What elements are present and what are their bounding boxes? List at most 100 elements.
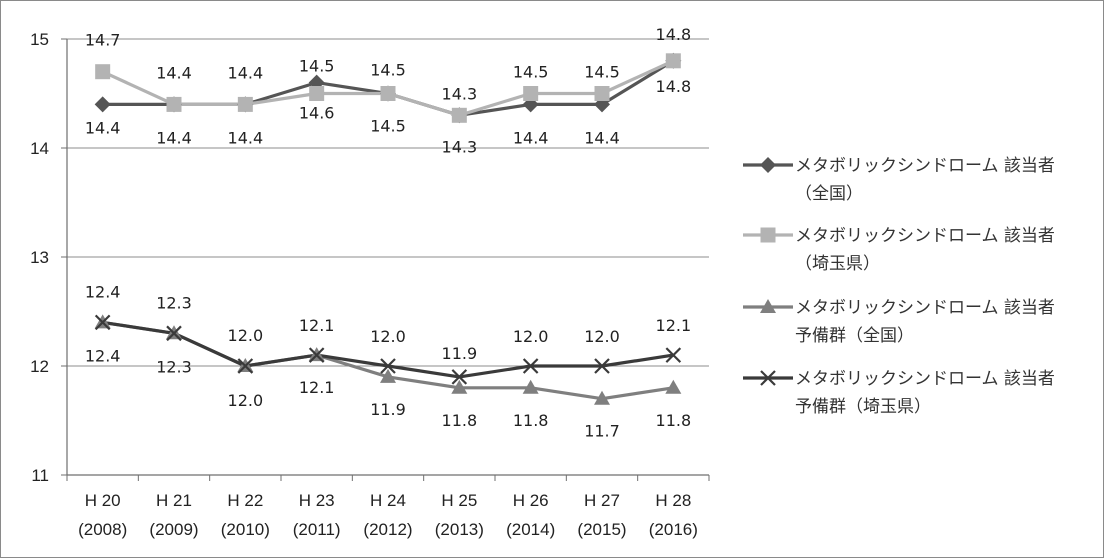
- x-tick-label-era: H 25: [441, 491, 477, 510]
- series-lines: [101, 59, 675, 401]
- series-2-point: [594, 86, 610, 101]
- series-3-point: [665, 379, 682, 394]
- data-label: 14.4: [228, 63, 264, 82]
- x-tick-label-era: H 20: [85, 491, 121, 510]
- x-tick-label-era: H 24: [370, 491, 406, 510]
- series-2-point: [451, 107, 467, 123]
- axes: 11 12 13 14 15 H 20 (2008) H 21 (2009) H 22 (2010)…: [30, 30, 710, 539]
- data-label: 14.5: [299, 57, 335, 76]
- x-tick-label-era: H 22: [227, 491, 263, 510]
- data-label: 14.5: [584, 63, 620, 82]
- series-3-point: [451, 379, 468, 394]
- x-tick-label-era: H 23: [299, 491, 335, 510]
- series-4-point: [308, 347, 325, 363]
- data-label: 12.1: [656, 316, 692, 335]
- data-label: 12.0: [584, 327, 620, 346]
- data-label: 12.0: [228, 326, 264, 345]
- data-label: 11.8: [442, 411, 478, 430]
- series-2-point: [380, 86, 396, 101]
- x-tick-label-year: (2012): [363, 520, 412, 539]
- x-tick-label-era: H 21: [156, 491, 192, 510]
- y-tick-label: 11: [31, 466, 49, 485]
- x-tick-label-era: H 26: [513, 491, 549, 510]
- legend-swatch-marker: [760, 227, 776, 243]
- legend-entry-line2: （全国）: [795, 184, 863, 204]
- series-markers: [94, 52, 682, 405]
- series-4-point: [665, 347, 682, 363]
- series-4-point: [94, 314, 111, 331]
- data-label: 11.7: [584, 422, 620, 441]
- x-tick-label-year: (2010): [221, 520, 270, 539]
- series-4-point: [380, 358, 396, 374]
- data-label: 14.8: [656, 25, 692, 44]
- data-label: 11.9: [370, 400, 406, 419]
- data-label: 14.8: [656, 77, 692, 96]
- x-tick-label-year: (2011): [293, 520, 341, 539]
- legend: メタボリックシンドローム 該当者 （全国） メタボリックシンドローム 該当者 （埼玉県…: [743, 156, 1055, 417]
- data-label: 14.7: [85, 31, 121, 50]
- series-2-point: [665, 53, 681, 69]
- series-2-point: [309, 86, 325, 101]
- series-3-point: [380, 368, 396, 383]
- data-label: 14.3: [442, 84, 478, 103]
- legend-swatch-marker: [760, 157, 776, 173]
- data-label: 12.1: [299, 316, 335, 335]
- series-1-point: [94, 96, 111, 113]
- y-tick-label: 12: [30, 357, 49, 376]
- data-labels: 14.4 14.4 14.4 14.6 14.5 14.3 14.4 14.4 14.8 14.7…: [85, 25, 691, 441]
- legend-swatch-marker: [760, 299, 776, 313]
- y-tick-label: 15: [30, 30, 49, 49]
- legend-entry-line1: メタボリックシンドローム 該当者: [795, 156, 1055, 176]
- data-label: 12.0: [513, 327, 549, 346]
- series-4-point: [166, 325, 182, 342]
- data-label: 12.3: [156, 357, 192, 376]
- series-4-point: [237, 358, 254, 374]
- series-2-point: [523, 86, 539, 101]
- data-label: 12.4: [85, 282, 121, 301]
- x-tick-label-year: (2013): [435, 520, 484, 539]
- series-4-point: [522, 358, 539, 374]
- legend-entry-line2: （埼玉県）: [795, 254, 880, 274]
- data-label: 14.4: [85, 118, 121, 137]
- data-label: 14.4: [584, 128, 620, 147]
- x-tick-label-year: (2008): [78, 520, 127, 539]
- x-tick-label-era: H 28: [655, 491, 691, 510]
- data-label: 12.0: [370, 327, 406, 346]
- series-3-point: [522, 379, 539, 394]
- series-4-point: [451, 369, 468, 385]
- series-2-point: [237, 96, 253, 112]
- data-label: 14.4: [156, 128, 192, 147]
- data-label: 12.4: [85, 346, 121, 365]
- x-tick-label-year: (2015): [577, 520, 626, 539]
- legend-entry-line2: 予備群（全国）: [795, 326, 914, 346]
- x-tick-label-year: (2009): [149, 520, 198, 539]
- x-tick-label-year: (2014): [506, 520, 555, 539]
- data-label: 14.5: [370, 117, 406, 136]
- series-2-point: [95, 64, 111, 80]
- data-label: 12.3: [156, 293, 192, 312]
- data-label: 12.1: [299, 378, 335, 397]
- y-tick-label: 13: [30, 248, 49, 267]
- data-label: 14.4: [156, 63, 192, 82]
- legend-swatch-marker: [760, 370, 776, 386]
- data-label: 14.6: [299, 104, 335, 123]
- data-label: 11.9: [442, 344, 478, 363]
- data-label: 14.4: [513, 128, 549, 147]
- x-tick-label-year: (2016): [649, 520, 698, 539]
- x-tick-label-era: H 27: [584, 491, 620, 510]
- data-label: 11.8: [513, 411, 549, 430]
- legend-entry-line1: メタボリックシンドローム 該当者: [795, 298, 1055, 318]
- data-label: 11.8: [656, 411, 692, 430]
- data-label: 12.0: [228, 391, 264, 410]
- data-label: 14.5: [513, 63, 549, 82]
- data-label: 14.4: [228, 128, 264, 147]
- series-3-point: [594, 390, 610, 405]
- series-2-point: [166, 96, 182, 112]
- legend-entry-line2: 予備群（埼玉県）: [795, 397, 931, 417]
- legend-entry-line1: メタボリックシンドローム 該当者: [795, 226, 1055, 246]
- legend-entry-line1: メタボリックシンドローム 該当者: [795, 369, 1055, 389]
- data-label: 14.5: [370, 61, 406, 80]
- data-label: 14.3: [442, 137, 478, 156]
